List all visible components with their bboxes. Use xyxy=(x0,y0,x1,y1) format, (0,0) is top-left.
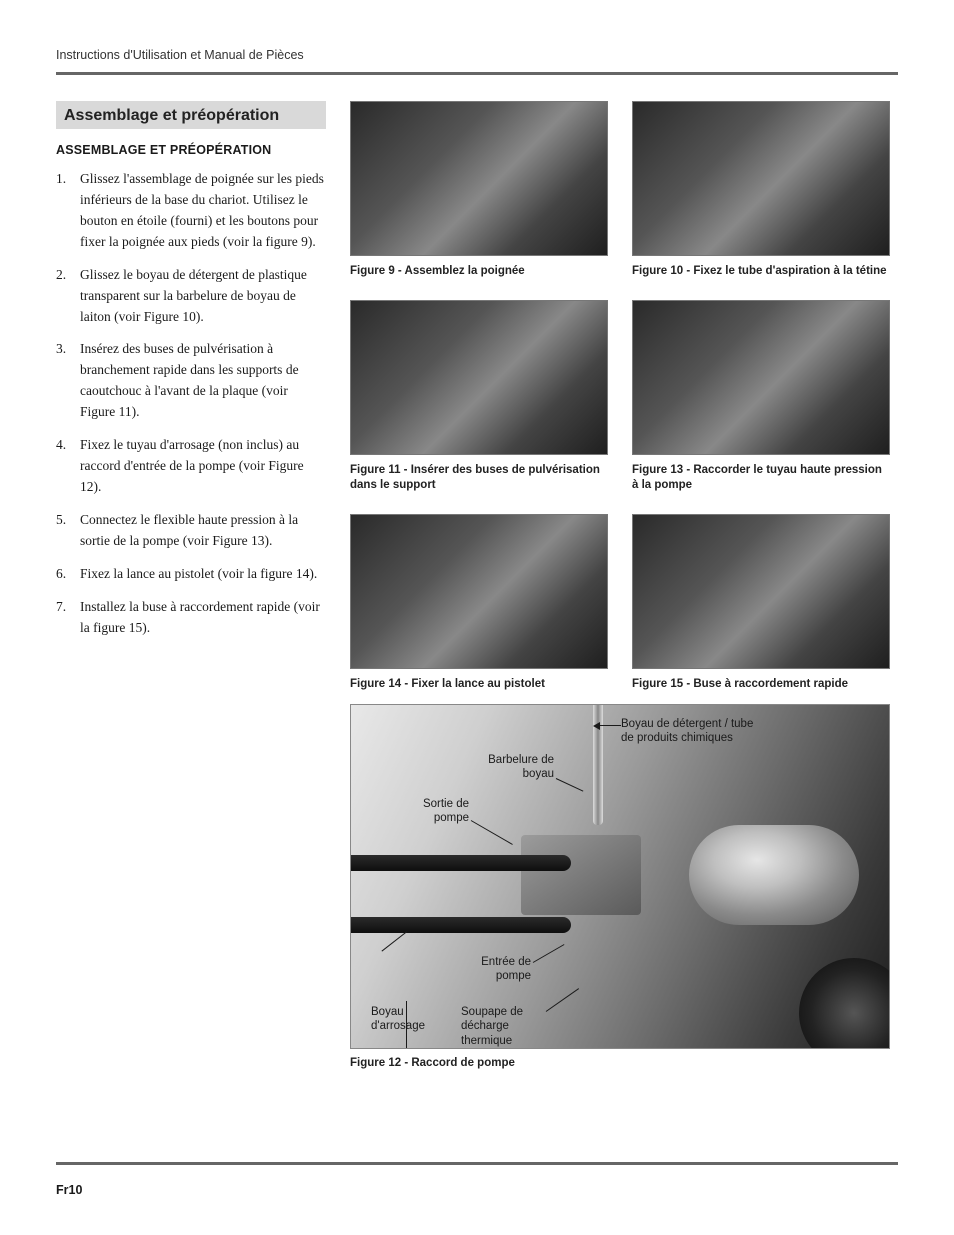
label-detergent: Boyau de détergent / tube de produits ch… xyxy=(621,717,761,746)
figure-image xyxy=(632,514,890,669)
wheel-shape xyxy=(799,958,890,1049)
figure-13: Figure 13 - Raccorder le tuyau haute pre… xyxy=(632,300,890,494)
leader-line xyxy=(381,931,407,951)
figure-image xyxy=(350,101,608,256)
step-text: Installez la buse à raccordement rapide … xyxy=(80,597,326,639)
step-text: Glissez l'assemblage de poignée sur les … xyxy=(80,169,326,253)
figure-11: Figure 11 - Insérer des buses de pulvéri… xyxy=(350,300,608,494)
section-title: Assemblage et préopération xyxy=(56,101,326,129)
figure-image xyxy=(632,300,890,455)
figure-caption: Figure 14 - Fixer la lance au pistolet xyxy=(350,677,608,693)
diagram-image: Boyau de détergent / tube de produits ch… xyxy=(350,704,890,1049)
label-arrosage: Boyau d'arrosage xyxy=(371,1005,446,1034)
step-item: 3.Insérez des buses de pulvérisation à b… xyxy=(56,339,326,423)
step-item: 7.Installez la buse à raccordement rapid… xyxy=(56,597,326,639)
step-num: 5. xyxy=(56,510,70,552)
step-text: Fixez la lance au pistolet (voir la figu… xyxy=(80,564,317,585)
step-num: 4. xyxy=(56,435,70,498)
pump-block-shape xyxy=(521,835,641,915)
leader-line xyxy=(546,988,579,1012)
figure-9: Figure 9 - Assemblez la poignée xyxy=(350,101,608,280)
step-text: Glissez le boyau de détergent de plastiq… xyxy=(80,265,326,328)
figure-14: Figure 14 - Fixer la lance au pistolet xyxy=(350,514,608,693)
figure-caption: Figure 12 - Raccord de pompe xyxy=(350,1057,890,1069)
figure-caption: Figure 13 - Raccorder le tuyau haute pre… xyxy=(632,463,890,494)
hose-shape xyxy=(350,855,571,871)
top-rule xyxy=(56,72,898,75)
pump-cylinder-shape xyxy=(689,825,859,925)
figure-image xyxy=(350,514,608,669)
figure-caption: Figure 9 - Assemblez la poignée xyxy=(350,264,608,280)
label-sortie: Sortie de pompe xyxy=(399,797,469,826)
leader-line xyxy=(533,944,565,963)
step-item: 4.Fixez le tuyau d'arrosage (non inclus)… xyxy=(56,435,326,498)
step-text: Fixez le tuyau d'arrosage (non inclus) a… xyxy=(80,435,326,498)
bottom-rule xyxy=(56,1162,898,1165)
steps-list: 1.Glissez l'assemblage de poignée sur le… xyxy=(56,169,326,639)
left-column: Assemblage et préopération ASSEMBLAGE ET… xyxy=(56,101,326,1069)
step-text: Insérez des buses de pulvérisation à bra… xyxy=(80,339,326,423)
sub-title: ASSEMBLAGE ET PRÉOPÉRATION xyxy=(56,143,326,157)
leader-line xyxy=(599,725,621,726)
right-column: Figure 9 - Assemblez la poignée Figure 1… xyxy=(350,101,898,1069)
label-soupape: Soupape de décharge thermique xyxy=(461,1005,551,1048)
step-item: 6. Fixez la lance au pistolet (voir la fi… xyxy=(56,564,326,585)
running-head: Instructions d'Utilisation et Manual de … xyxy=(56,48,898,62)
figure-10: Figure 10 - Fixez le tube d'aspiration à… xyxy=(632,101,890,280)
step-item: 2.Glissez le boyau de détergent de plast… xyxy=(56,265,326,328)
figure-image xyxy=(632,101,890,256)
step-num: 6. xyxy=(56,564,70,585)
figure-caption: Figure 10 - Fixez le tube d'aspiration à… xyxy=(632,264,890,280)
figure-image xyxy=(350,300,608,455)
step-num: 3. xyxy=(56,339,70,423)
step-num: 1. xyxy=(56,169,70,253)
figure-grid: Figure 9 - Assemblez la poignée Figure 1… xyxy=(350,101,898,692)
page-number: Fr10 xyxy=(56,1183,82,1197)
label-entree: Entrée de pompe xyxy=(461,955,531,984)
label-barbelure: Barbelure de boyau xyxy=(464,753,554,782)
figure-caption: Figure 15 - Buse à raccordement rapide xyxy=(632,677,890,693)
step-text: Connectez le flexible haute pression à l… xyxy=(80,510,326,552)
leader-line xyxy=(471,820,513,845)
step-num: 2. xyxy=(56,265,70,328)
hose-shape xyxy=(350,917,571,933)
content: Assemblage et préopération ASSEMBLAGE ET… xyxy=(56,101,898,1069)
step-item: 5.Connectez le flexible haute pression à… xyxy=(56,510,326,552)
leader-line xyxy=(556,778,584,792)
figure-15: Figure 15 - Buse à raccordement rapide xyxy=(632,514,890,693)
step-num: 7. xyxy=(56,597,70,639)
figure-12: Boyau de détergent / tube de produits ch… xyxy=(350,704,890,1069)
step-item: 1.Glissez l'assemblage de poignée sur le… xyxy=(56,169,326,253)
figure-caption: Figure 11 - Insérer des buses de pulvéri… xyxy=(350,463,608,494)
leader-line xyxy=(406,1001,407,1049)
